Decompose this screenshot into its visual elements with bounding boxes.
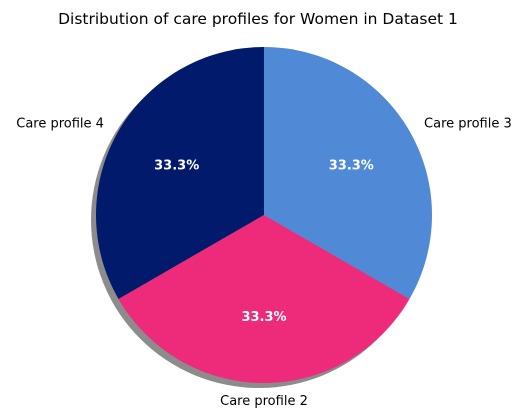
pie-slice-1: [95, 47, 264, 299]
pie-labels: Care profile 4 33.3% Care profile 2 33.3% Ca…: [16, 117, 511, 409]
chart-title: Distribution of care profiles for Women …: [58, 10, 458, 28]
slice-label-3: Care profile 3: [424, 117, 512, 132]
pie-slices: [95, 47, 432, 383]
pie-slice-3: [264, 47, 432, 299]
slice-percent-2: 33.3%: [241, 310, 286, 325]
pie-slice-2: [118, 215, 410, 383]
slice-label-1: Care profile 4: [16, 117, 104, 132]
slice-label-2: Care profile 2: [220, 394, 308, 409]
slice-percent-3: 33.3%: [329, 159, 374, 174]
slice-percent-1: 33.3%: [154, 159, 199, 174]
